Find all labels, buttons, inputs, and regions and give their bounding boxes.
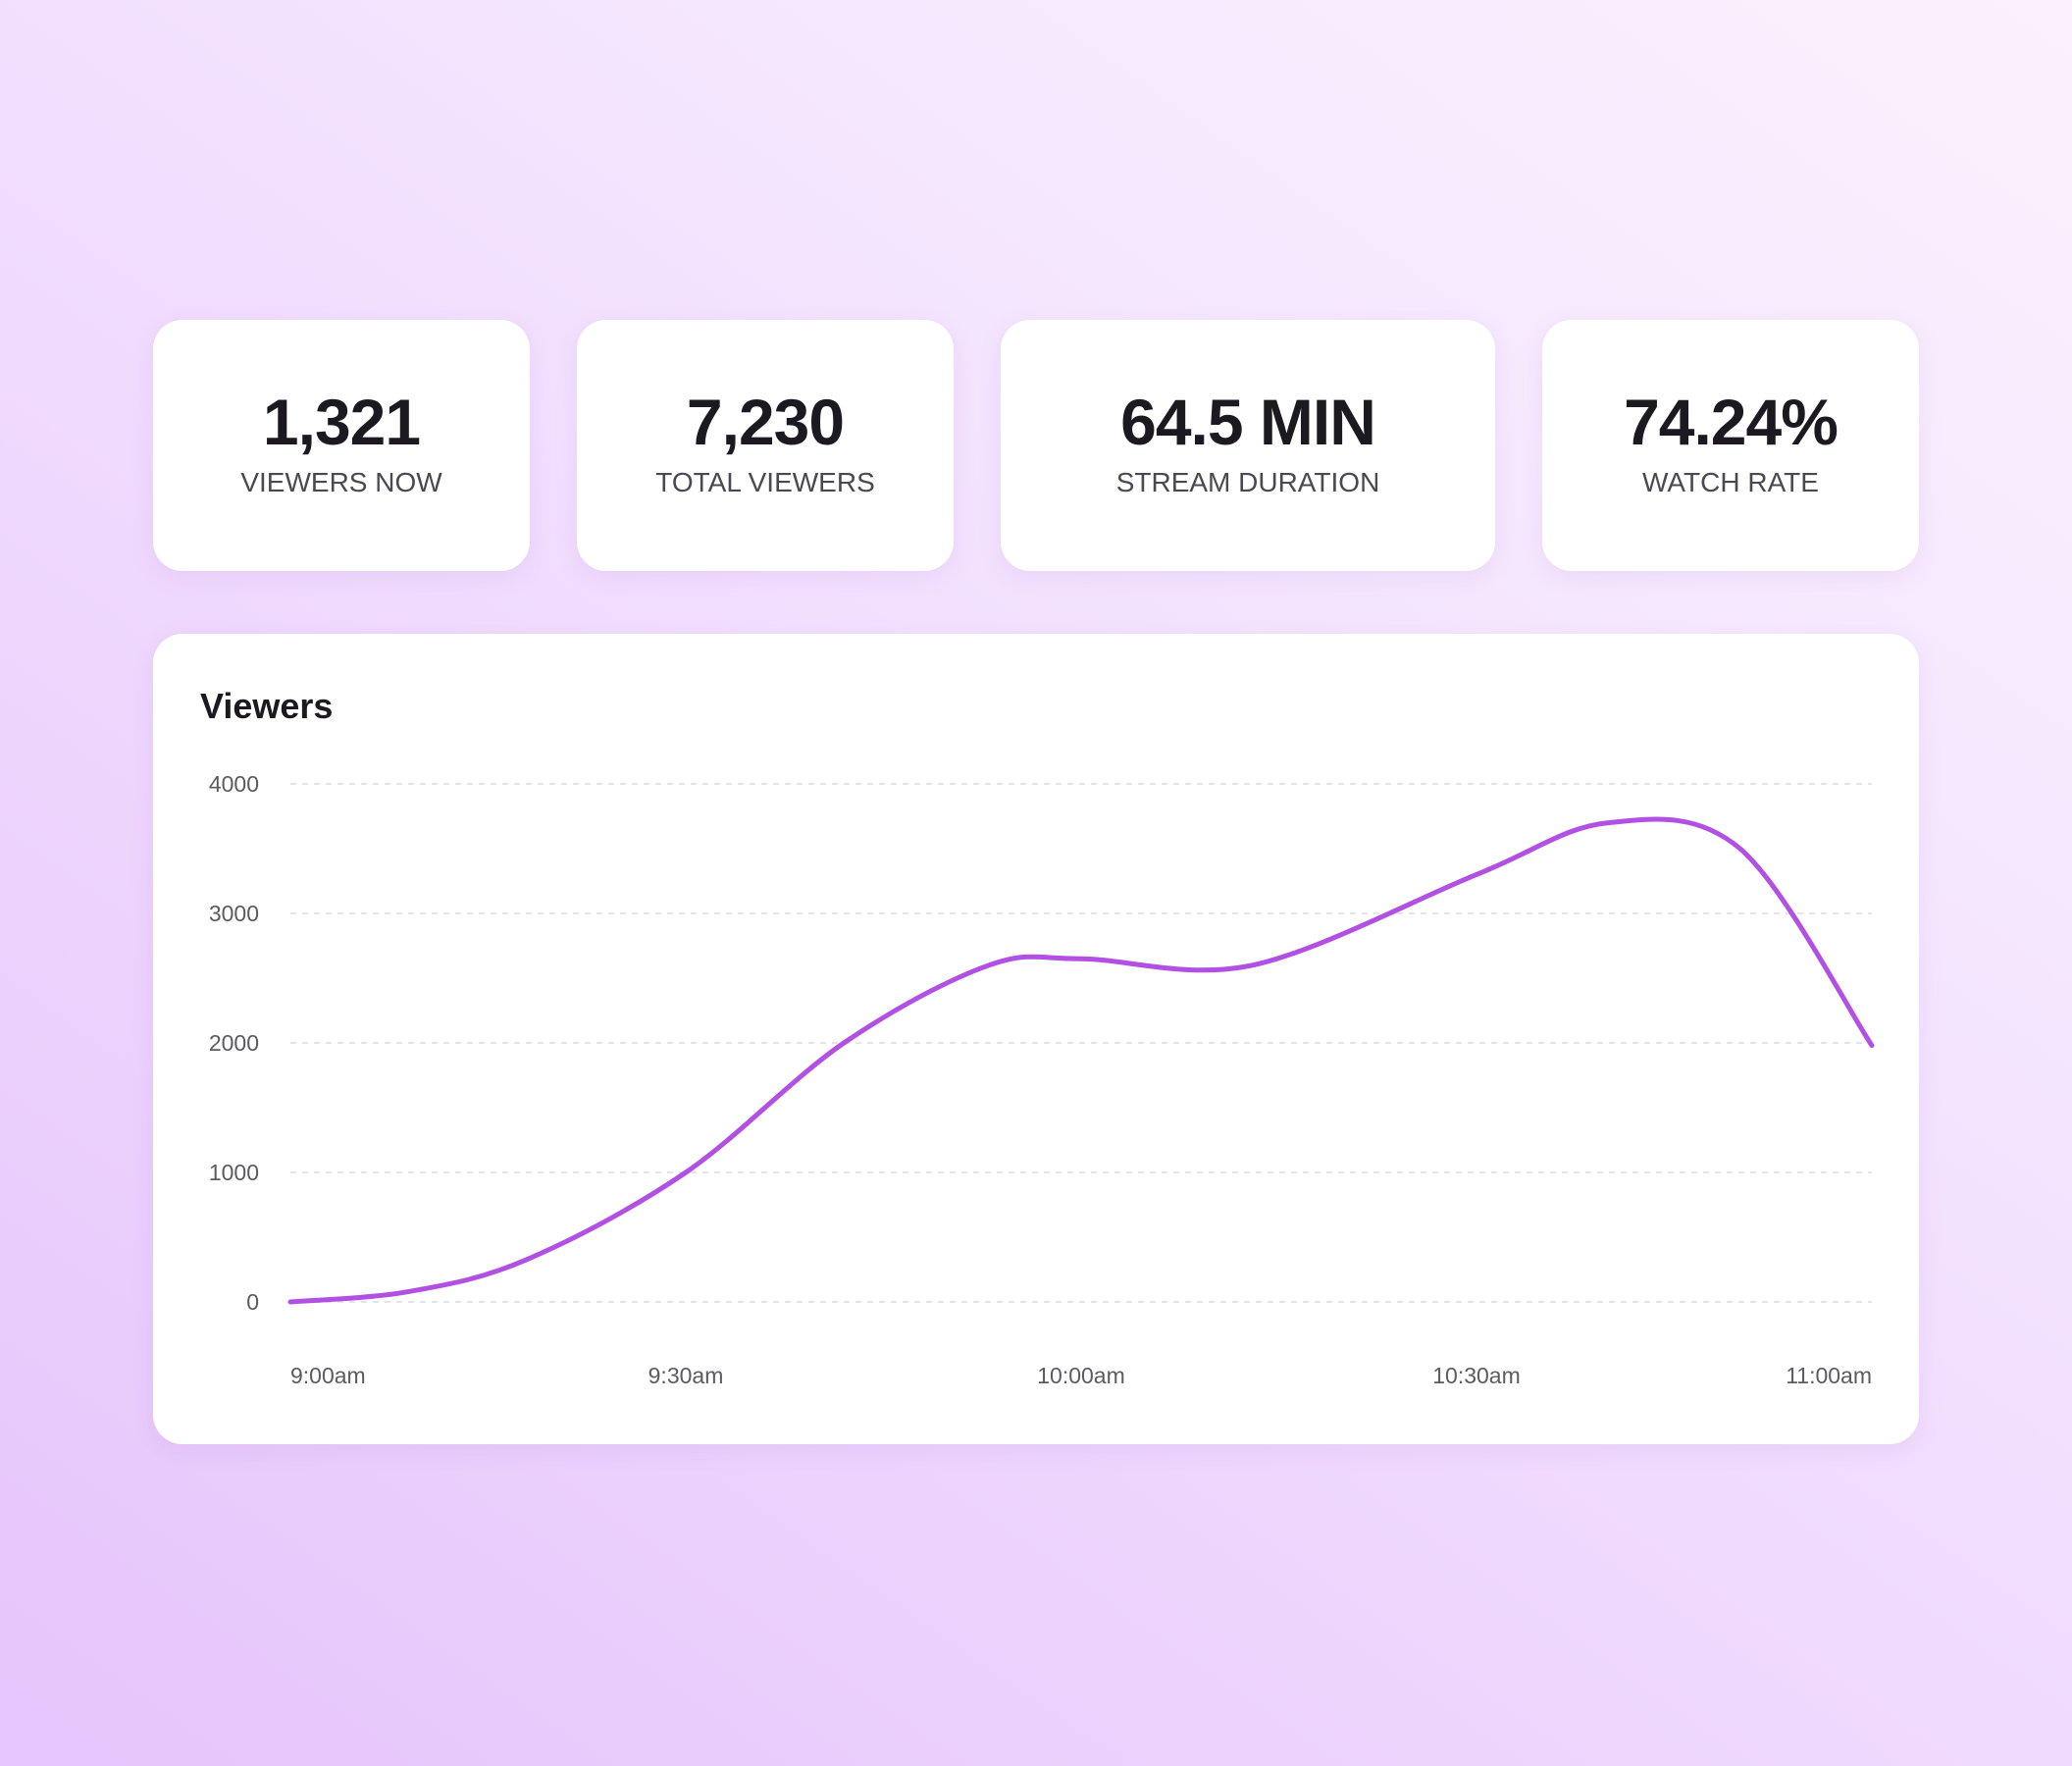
viewers-now-label: VIEWERS NOW [240,467,442,497]
y-tick-label: 4000 [209,771,259,797]
chart-title: Viewers [200,686,334,726]
viewers-series-line [287,816,1875,1305]
x-tick-label: 11:00am [1786,1363,1872,1388]
chart-gridlines [290,783,1872,1303]
stream-duration-value: 64.5 MIN [1120,386,1376,458]
stat-card-stream-duration: 64.5 MIN STREAM DURATION [1001,320,1495,571]
stat-card-viewers-now: 1,321 VIEWERS NOW [153,320,530,571]
stream-duration-label: STREAM DURATION [1115,467,1380,497]
x-tick-label: 9:30am [648,1363,724,1388]
y-tick-label: 3000 [209,901,259,926]
stat-card-watch-rate: 74.24% WATCH RATE [1542,320,1919,571]
x-tick-label: 9:00am [290,1363,366,1388]
y-axis-ticks: 0 1000 2000 3000 4000 [209,771,259,1315]
x-axis-ticks: 9:00am 9:30am 10:00am 10:30am 11:00am [290,1363,1872,1388]
watch-rate-value: 74.24% [1624,386,1839,458]
x-tick-label: 10:00am [1037,1363,1125,1388]
viewers-line-chart: 0 1000 2000 3000 4000 9:00am 9:30am 10:00am 10:… [209,771,1875,1388]
watch-rate-label: WATCH RATE [1642,467,1819,497]
stat-card-total-viewers: 7,230 TOTAL VIEWERS [577,320,954,571]
viewers-now-value: 1,321 [262,386,421,458]
x-tick-label: 10:30am [1432,1363,1521,1388]
y-tick-label: 2000 [209,1030,259,1056]
viewers-chart-card: Viewers 0 1000 2000 3000 4000 9:00am 9:30am 10… [153,634,1919,1444]
y-tick-label: 1000 [209,1160,259,1185]
chart-series [287,816,1875,1305]
total-viewers-value: 7,230 [686,386,845,458]
total-viewers-label: TOTAL VIEWERS [655,467,875,497]
y-tick-label: 0 [246,1289,259,1315]
